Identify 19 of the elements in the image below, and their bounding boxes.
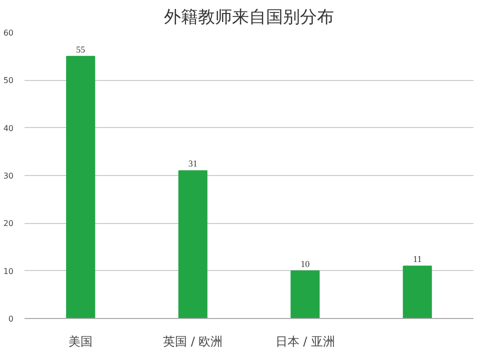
y-tick-label: 50 [3,76,14,86]
bar [66,56,96,318]
y-tick-label: 10 [3,266,14,276]
y-tick-label: 20 [3,219,14,228]
y-tick-label: 40 [3,124,14,133]
data-label: 10 [300,258,310,269]
y-tick-label: 30 [3,172,14,180]
data-label: 55 [76,44,86,54]
bar [178,170,208,318]
x-tick-label: 英国 / 欧洲 [163,334,223,348]
data-label: 11 [413,254,422,264]
data-label: 31 [188,158,198,169]
y-tick-label: 60 [3,28,14,38]
bar [290,270,320,318]
chart-title: 外籍教师来自国别分布 [164,8,334,28]
bar [402,266,432,318]
x-tick-label: 日本 / 亚洲 [275,334,335,348]
y-tick-label: 0 [8,314,14,324]
x-tick-label: 美国 [68,334,93,348]
